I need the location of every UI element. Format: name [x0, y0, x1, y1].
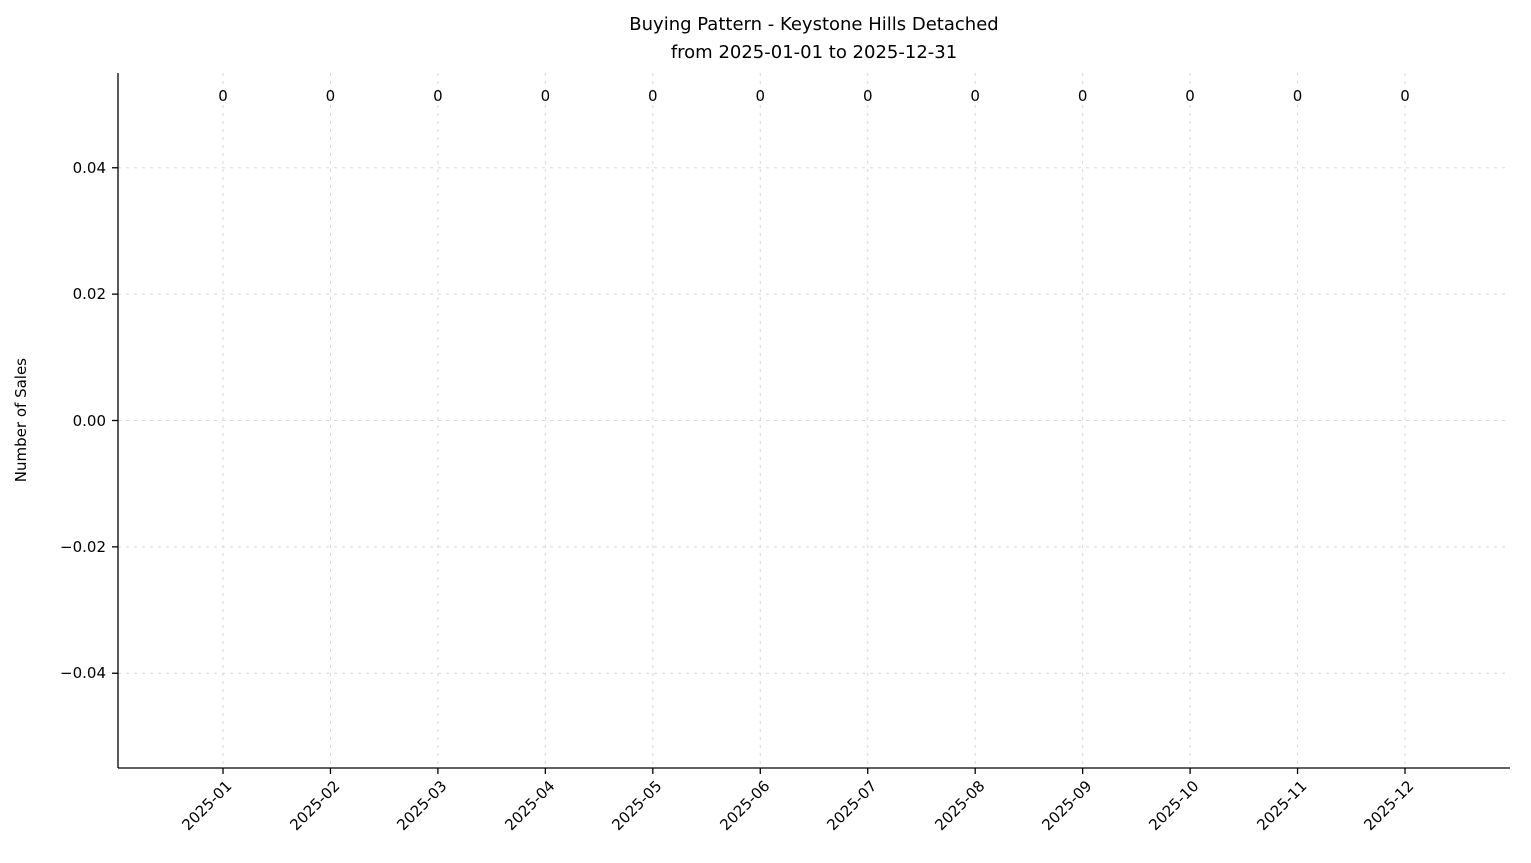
bar-value-label: 0 [1077, 87, 1088, 105]
bar-value-label: 0 [970, 87, 980, 105]
x-tick-label: 2025-02 [286, 777, 344, 835]
chart-title: Buying Pattern - Keystone Hills Detached… [118, 11, 1510, 67]
x-tick-label: 2025-11 [1253, 777, 1311, 835]
bar-value-label: 0 [755, 87, 766, 105]
y-tick-label: 0.02 [72, 285, 106, 304]
y-tick-label: −0.02 [60, 537, 106, 556]
chart-title-line-2: from 2025-01-01 to 2025-12-31 [670, 42, 958, 63]
x-tick-label: 2025-05 [608, 777, 666, 835]
bar-value-label: 0 [648, 87, 658, 105]
x-tick-label: 2025-03 [393, 777, 451, 835]
y-tick-label: 0.04 [72, 158, 106, 177]
x-tick-label: 2025-08 [930, 777, 988, 835]
x-tick-label: 2025-01 [178, 777, 236, 835]
x-tick-label: 2025-06 [715, 777, 774, 835]
x-tick-label: 2025-12 [1360, 777, 1418, 835]
y-tick-label: −0.04 [60, 664, 106, 683]
bar-value-label: 0 [862, 87, 873, 105]
x-tick-label: 2025-07 [823, 777, 881, 835]
chart-title-line-1: Buying Pattern - Keystone Hills Detached [629, 14, 999, 35]
bar-value-label: 0 [325, 87, 336, 105]
bar-value-label: 0 [1292, 87, 1303, 105]
bar-value-label: 0 [1400, 87, 1410, 105]
x-tick-label: 2025-04 [501, 777, 559, 835]
bar-value-label: 0 [540, 87, 551, 105]
bar-value-label: 0 [1185, 87, 1195, 105]
y-tick-label: 0.00 [72, 411, 106, 430]
x-tick-label: 2025-09 [1038, 777, 1096, 835]
bar-value-label: 0 [218, 87, 228, 105]
bar-value-label: 0 [433, 87, 443, 105]
x-tick-label: 2025-10 [1145, 777, 1203, 835]
